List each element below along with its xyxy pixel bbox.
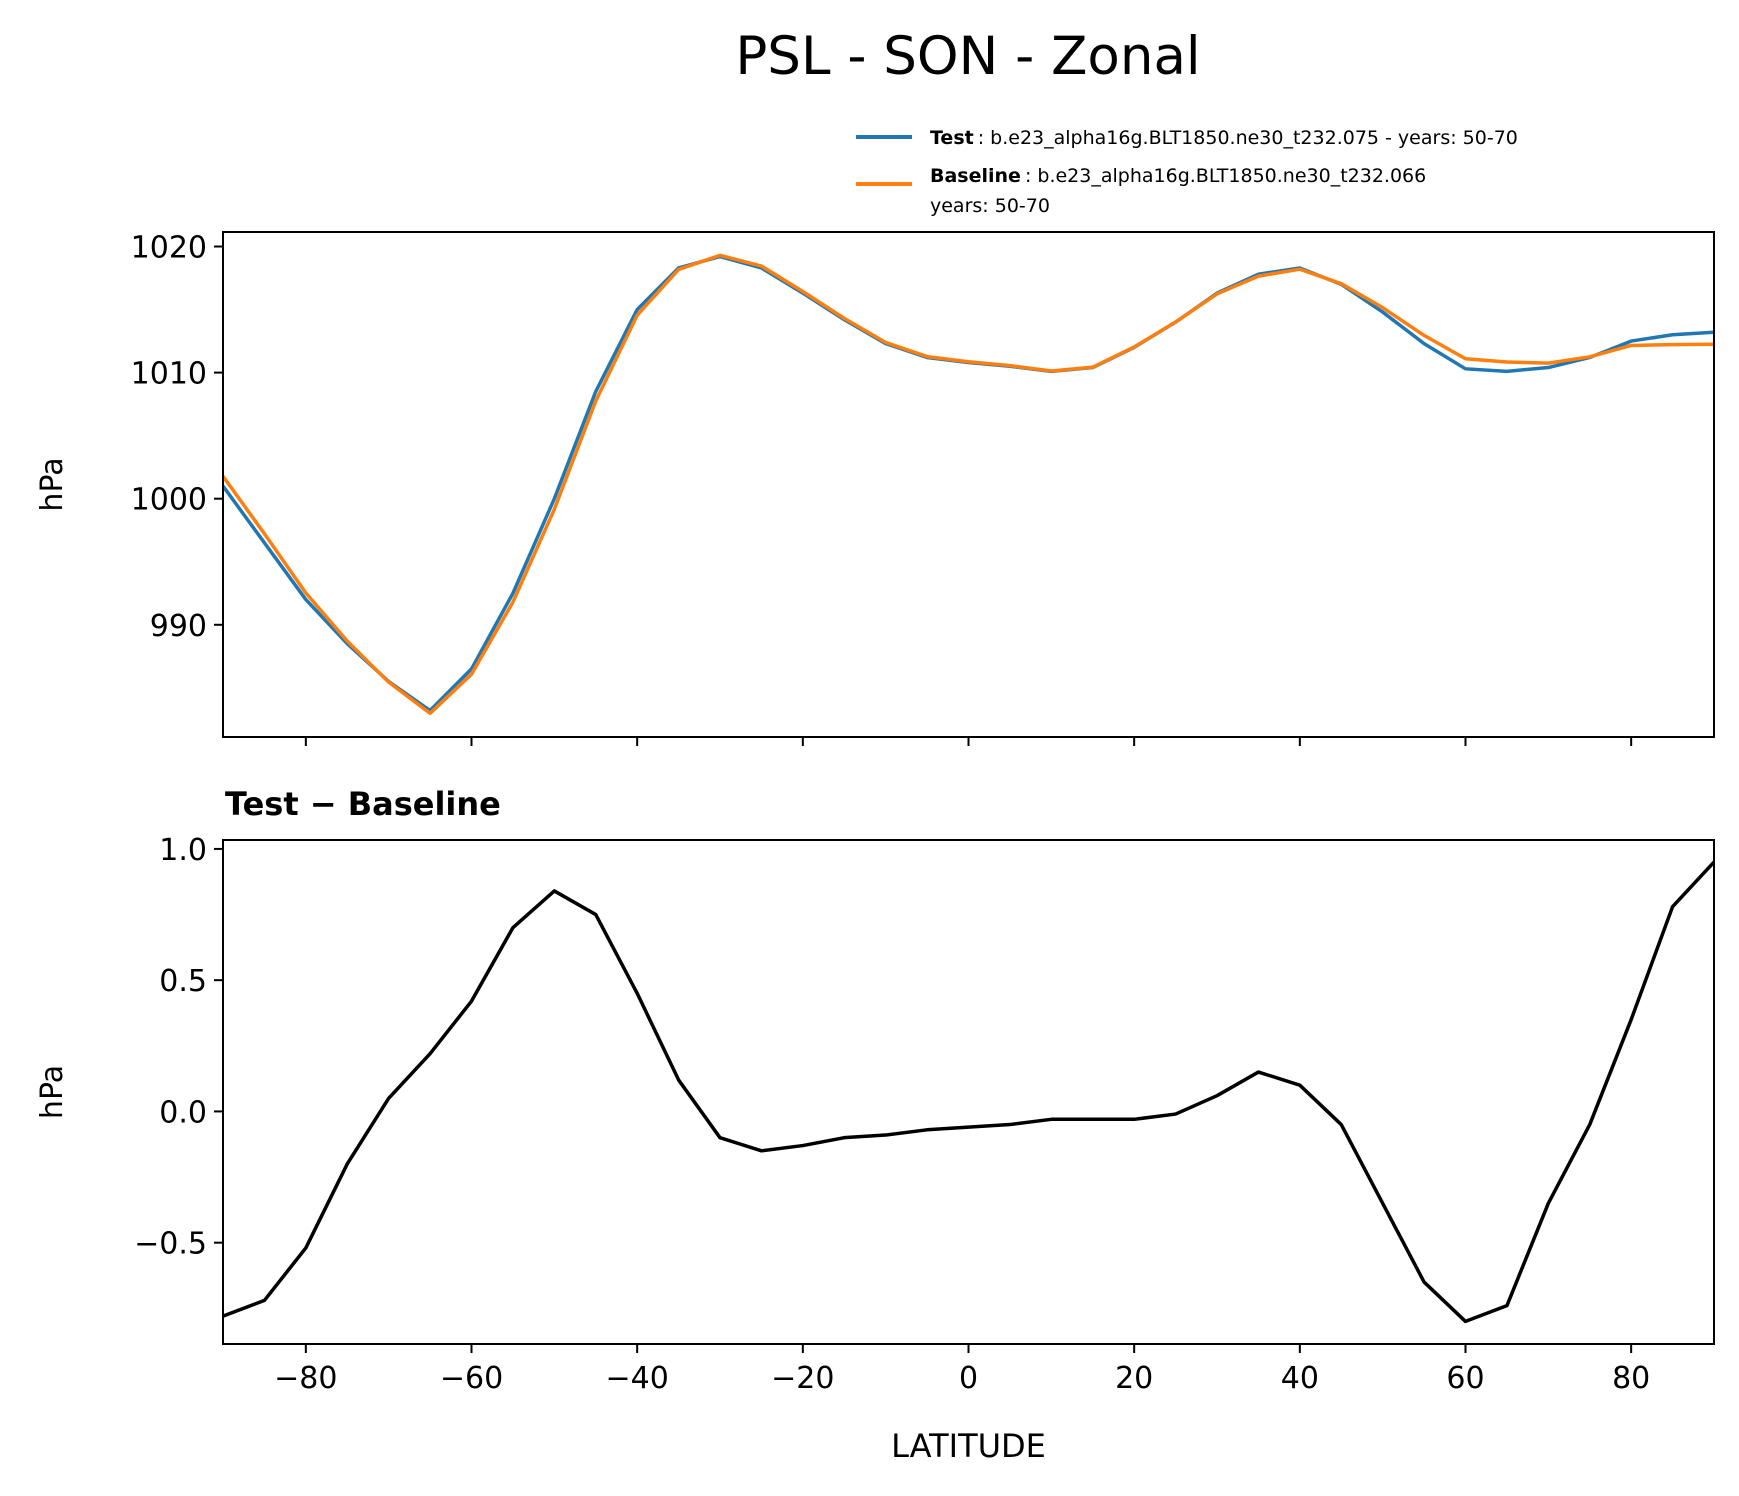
legend-description: : b.e23_alpha16g.BLT1850.ne30_t232.066 bbox=[1025, 165, 1426, 187]
x-tick-label: 0 bbox=[959, 1361, 978, 1396]
data-line bbox=[223, 860, 1714, 1324]
legend-description: years: 50-70 bbox=[930, 195, 1050, 217]
y-axis-label: hPa bbox=[35, 1065, 70, 1119]
plot-area bbox=[223, 253, 1714, 716]
x-tick-label: −80 bbox=[274, 1361, 337, 1396]
y-tick-label: 1020 bbox=[131, 231, 207, 266]
x-tick-label: 60 bbox=[1446, 1361, 1484, 1396]
x-tick-label: −40 bbox=[606, 1361, 669, 1396]
x-axis-label: LATITUDE bbox=[891, 1427, 1046, 1465]
plot-area bbox=[223, 860, 1714, 1324]
x-tick-label: 20 bbox=[1115, 1361, 1153, 1396]
legend-description: : b.e23_alpha16g.BLT1850.ne30_t232.075 -… bbox=[978, 127, 1518, 149]
y-axis-label: hPa bbox=[35, 457, 70, 511]
x-tick-label: 80 bbox=[1612, 1361, 1650, 1396]
y-tick-label: 1.0 bbox=[159, 833, 207, 868]
subplot-title: Test − Baseline bbox=[225, 785, 501, 823]
y-tick-label: 1010 bbox=[131, 357, 207, 392]
x-tick-label: −20 bbox=[771, 1361, 834, 1396]
y-tick-label: 0.0 bbox=[159, 1095, 207, 1130]
y-tick-label: −0.5 bbox=[134, 1227, 207, 1262]
x-tick-label: −60 bbox=[440, 1361, 503, 1396]
legend-name: Test bbox=[930, 127, 974, 149]
axes-frame bbox=[222, 839, 1715, 1345]
legend-name: Baseline bbox=[930, 165, 1021, 187]
axes-frame bbox=[222, 231, 1715, 738]
y-tick-label: 990 bbox=[150, 609, 207, 644]
y-tick-label: 0.5 bbox=[159, 964, 207, 999]
figure-title: PSL - SON - Zonal bbox=[735, 26, 1200, 87]
y-tick-label: 1000 bbox=[131, 483, 207, 518]
x-tick-label: 40 bbox=[1281, 1361, 1319, 1396]
data-line bbox=[223, 253, 1714, 716]
